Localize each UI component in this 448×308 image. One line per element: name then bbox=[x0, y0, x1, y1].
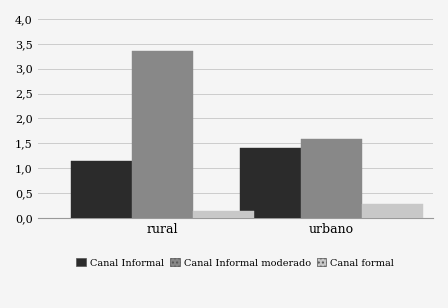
Bar bbox=[362, 204, 423, 218]
Legend: Canal Informal, Canal Informal moderado, Canal formal: Canal Informal, Canal Informal moderado,… bbox=[73, 254, 398, 271]
Bar bbox=[71, 161, 132, 218]
Bar bbox=[301, 139, 362, 218]
Bar bbox=[193, 211, 254, 218]
Bar bbox=[132, 51, 193, 218]
Bar bbox=[241, 148, 301, 218]
